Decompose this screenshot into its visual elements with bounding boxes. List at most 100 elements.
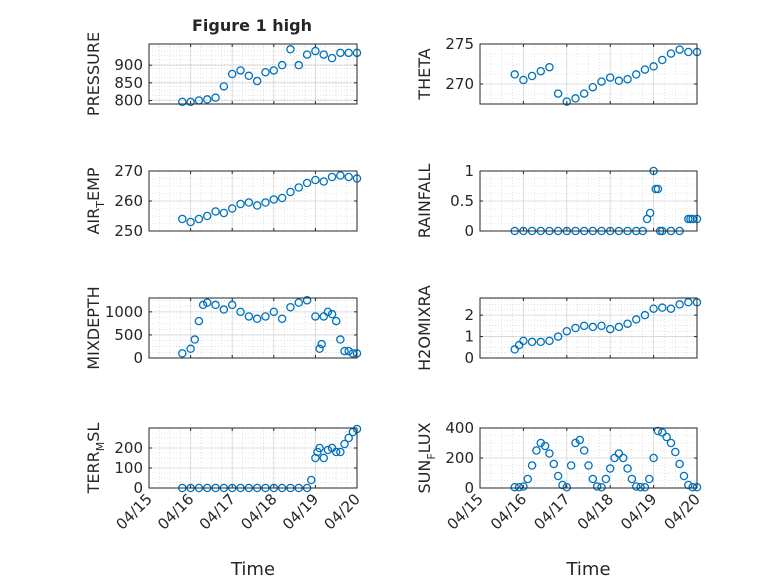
y-axis-label-main: SUN [415, 460, 434, 494]
minor-grid [480, 43, 697, 105]
axis-frame [479, 43, 698, 105]
y-axis-label: RAINFALL [415, 164, 434, 239]
data-point [562, 482, 572, 492]
data-point [562, 97, 572, 106]
data-point [514, 482, 524, 492]
data-point [627, 474, 637, 484]
data-point [645, 474, 654, 484]
y-tick-label: 100 [114, 459, 143, 477]
data-point [510, 482, 519, 492]
data-point [553, 332, 563, 341]
data-point [588, 82, 598, 92]
data-point [269, 66, 279, 75]
data-point [344, 346, 353, 356]
axis-frame [148, 427, 358, 489]
subplot-h2omixra: 0 1 2 H2OMIXRA [415, 285, 702, 371]
data-point [202, 95, 212, 104]
data-point [679, 471, 689, 481]
data-point [294, 183, 304, 192]
data-point [597, 321, 606, 331]
figure-title: Figure 1 high [192, 16, 312, 35]
y-tick-label: 275 [445, 35, 474, 53]
data-point [311, 312, 320, 321]
data-point [579, 321, 589, 331]
data-point [319, 177, 328, 186]
data-point [202, 211, 212, 221]
series-markers [510, 45, 702, 106]
data-point [313, 447, 322, 457]
data-point [286, 302, 295, 312]
y-axis-label-subscript: F [425, 453, 438, 459]
y-axis-label-main: MIXDEPTH [84, 286, 103, 369]
data-point [236, 66, 245, 75]
y-tick-label: 500 [114, 326, 143, 344]
data-point [261, 198, 270, 207]
data-point [202, 298, 212, 307]
data-point [649, 453, 658, 463]
data-point [252, 76, 262, 86]
y-tick-label: 850 [114, 74, 143, 92]
y-axis-label: SUNFLUX [415, 422, 438, 493]
data-point [614, 76, 624, 86]
data-point [540, 441, 550, 451]
data-point [219, 208, 229, 218]
y-tick-label: 900 [114, 56, 143, 74]
y-tick-label: 200 [114, 439, 143, 457]
data-point [684, 47, 693, 57]
data-point [277, 314, 287, 324]
data-point [675, 300, 684, 309]
data-point [211, 93, 220, 102]
data-point [571, 323, 580, 333]
data-point [614, 449, 624, 458]
data-point [344, 48, 353, 58]
y-tick-label: 0.5 [450, 192, 474, 210]
data-point [219, 82, 229, 91]
data-point [336, 447, 345, 457]
data-point [294, 298, 304, 307]
x-axis-label: Time [565, 559, 610, 580]
data-point [519, 75, 528, 85]
y-axis-label-tail: LUX [415, 422, 434, 453]
data-point [545, 336, 554, 346]
y-tick-label: 0 [133, 349, 143, 367]
data-point [344, 433, 353, 443]
series-markers [510, 298, 702, 354]
axis-frame [148, 43, 358, 105]
y-axis-label: THETA [415, 48, 434, 100]
y-axis-label-subscript: M [94, 442, 107, 452]
data-point [645, 208, 655, 218]
y-tick-label: 1 [464, 162, 474, 180]
data-point [514, 340, 524, 350]
y-tick-label: 0 [133, 479, 143, 497]
y-axis-label-main: AIR [84, 208, 103, 235]
data-point [675, 45, 684, 54]
data-point [558, 480, 567, 490]
data-point [527, 71, 537, 81]
data-point [340, 346, 349, 356]
data-point [178, 97, 187, 107]
data-point [211, 300, 220, 310]
data-point [545, 449, 554, 458]
data-point [227, 204, 237, 213]
data-point [592, 482, 602, 491]
y-axis-label-subscript: T [94, 201, 107, 209]
data-point [252, 314, 262, 324]
y-tick-label: 250 [114, 222, 143, 240]
data-point [527, 461, 537, 470]
y-axis-label: H2OMIXRA [415, 285, 434, 371]
data-point [286, 187, 295, 197]
data-point [658, 428, 667, 437]
axis-frame [479, 297, 698, 359]
data-point [631, 70, 641, 79]
y-tick-label: 400 [445, 419, 474, 437]
data-point [666, 438, 676, 448]
data-point [319, 453, 328, 463]
y-axis-label-tail: SL [84, 423, 103, 442]
data-point [323, 445, 333, 455]
data-point [194, 316, 204, 326]
minor-grid [149, 298, 357, 359]
y-axis-label-main: RAINFALL [415, 164, 434, 239]
data-point [261, 67, 270, 77]
